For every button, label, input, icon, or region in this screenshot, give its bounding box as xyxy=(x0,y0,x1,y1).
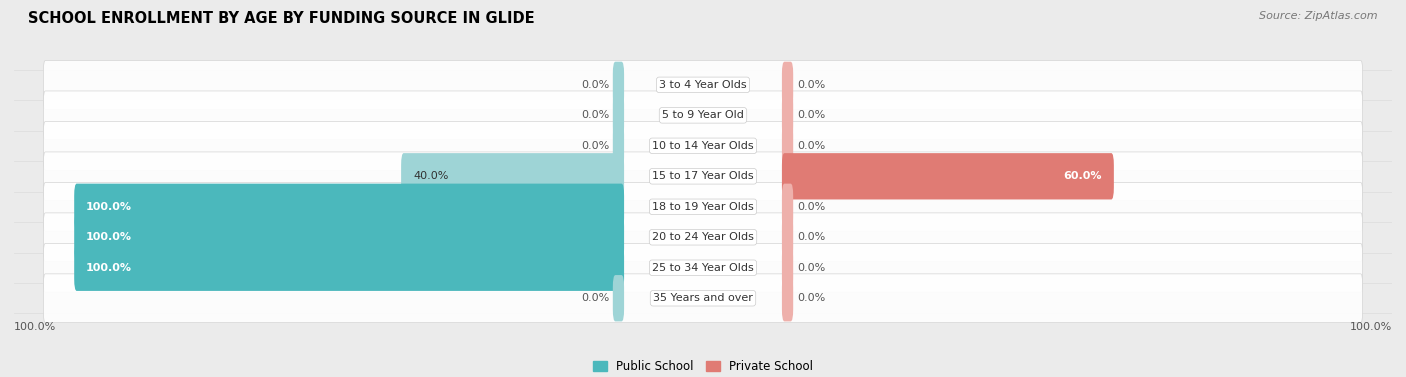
FancyBboxPatch shape xyxy=(44,60,1362,109)
Text: 0.0%: 0.0% xyxy=(797,202,825,212)
Text: 60.0%: 60.0% xyxy=(1063,171,1102,181)
FancyBboxPatch shape xyxy=(44,213,1362,262)
FancyBboxPatch shape xyxy=(782,214,793,261)
FancyBboxPatch shape xyxy=(44,121,1362,170)
Text: 0.0%: 0.0% xyxy=(797,80,825,90)
Text: Source: ZipAtlas.com: Source: ZipAtlas.com xyxy=(1260,11,1378,21)
FancyBboxPatch shape xyxy=(613,123,624,169)
FancyBboxPatch shape xyxy=(44,152,1362,201)
FancyBboxPatch shape xyxy=(782,275,793,322)
FancyBboxPatch shape xyxy=(782,184,793,230)
Text: 0.0%: 0.0% xyxy=(797,141,825,151)
Text: 40.0%: 40.0% xyxy=(413,171,449,181)
Text: 100.0%: 100.0% xyxy=(86,263,132,273)
Text: 100.0%: 100.0% xyxy=(86,232,132,242)
FancyBboxPatch shape xyxy=(75,184,624,230)
Text: 0.0%: 0.0% xyxy=(581,293,609,303)
FancyBboxPatch shape xyxy=(613,92,624,138)
FancyBboxPatch shape xyxy=(782,153,1114,199)
Text: 100.0%: 100.0% xyxy=(1350,322,1392,332)
Text: 15 to 17 Year Olds: 15 to 17 Year Olds xyxy=(652,171,754,181)
Text: SCHOOL ENROLLMENT BY AGE BY FUNDING SOURCE IN GLIDE: SCHOOL ENROLLMENT BY AGE BY FUNDING SOUR… xyxy=(28,11,534,26)
Text: 100.0%: 100.0% xyxy=(14,322,56,332)
Text: 25 to 34 Year Olds: 25 to 34 Year Olds xyxy=(652,263,754,273)
Text: 0.0%: 0.0% xyxy=(581,141,609,151)
FancyBboxPatch shape xyxy=(613,275,624,322)
FancyBboxPatch shape xyxy=(782,92,793,138)
Text: 0.0%: 0.0% xyxy=(797,293,825,303)
Text: 0.0%: 0.0% xyxy=(797,110,825,120)
FancyBboxPatch shape xyxy=(613,62,624,108)
FancyBboxPatch shape xyxy=(401,153,624,199)
FancyBboxPatch shape xyxy=(44,244,1362,292)
FancyBboxPatch shape xyxy=(75,214,624,261)
Text: 18 to 19 Year Olds: 18 to 19 Year Olds xyxy=(652,202,754,212)
Text: 0.0%: 0.0% xyxy=(581,110,609,120)
Text: 0.0%: 0.0% xyxy=(797,232,825,242)
Text: 100.0%: 100.0% xyxy=(86,202,132,212)
FancyBboxPatch shape xyxy=(782,62,793,108)
Text: 0.0%: 0.0% xyxy=(581,80,609,90)
Text: 5 to 9 Year Old: 5 to 9 Year Old xyxy=(662,110,744,120)
FancyBboxPatch shape xyxy=(75,245,624,291)
FancyBboxPatch shape xyxy=(782,123,793,169)
Text: 20 to 24 Year Olds: 20 to 24 Year Olds xyxy=(652,232,754,242)
Text: 35 Years and over: 35 Years and over xyxy=(652,293,754,303)
Text: 10 to 14 Year Olds: 10 to 14 Year Olds xyxy=(652,141,754,151)
Legend: Public School, Private School: Public School, Private School xyxy=(588,355,818,377)
FancyBboxPatch shape xyxy=(44,274,1362,323)
Text: 3 to 4 Year Olds: 3 to 4 Year Olds xyxy=(659,80,747,90)
FancyBboxPatch shape xyxy=(44,91,1362,140)
Text: 0.0%: 0.0% xyxy=(797,263,825,273)
FancyBboxPatch shape xyxy=(782,245,793,291)
FancyBboxPatch shape xyxy=(44,182,1362,231)
